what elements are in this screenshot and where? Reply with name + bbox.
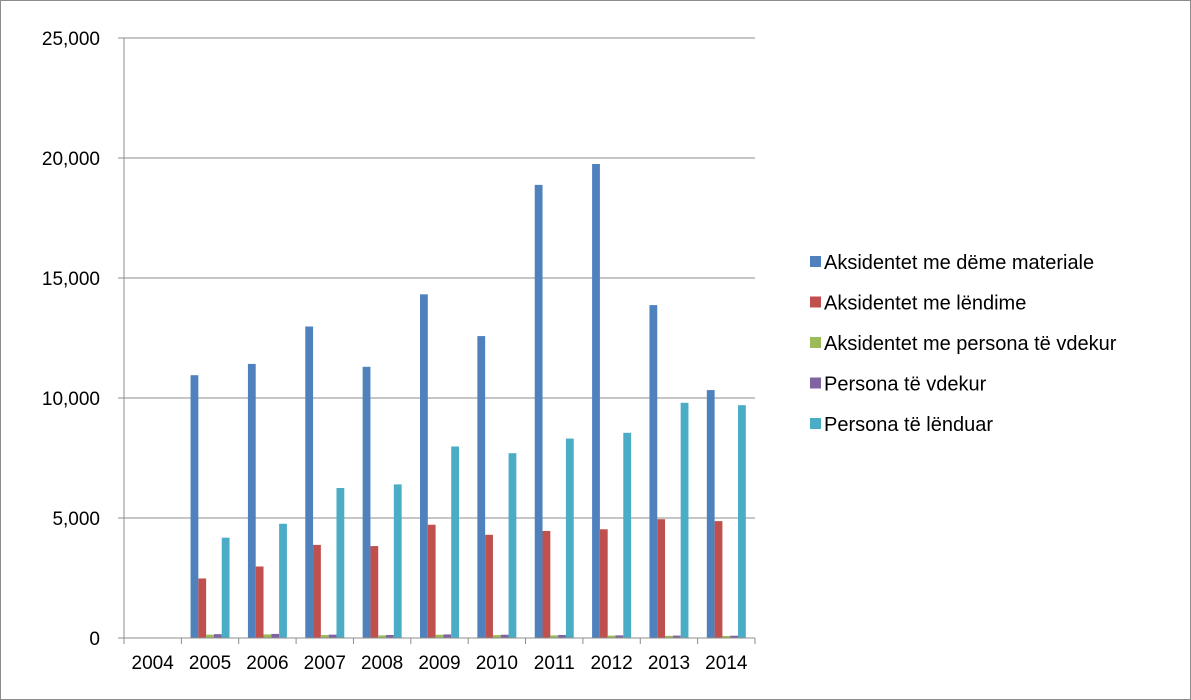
x-tick-label: 2007 — [304, 653, 346, 674]
bar — [592, 164, 600, 638]
bar — [320, 635, 329, 638]
legend-label: Aksidentet me lëndime — [824, 293, 1026, 315]
bar — [435, 634, 444, 638]
legend-swatch — [810, 337, 821, 348]
bar — [730, 635, 739, 638]
bar — [362, 366, 371, 638]
x-tick-label: 2012 — [590, 653, 632, 674]
legend-label: Aksidentet me dëme materiale — [824, 252, 1094, 274]
bar — [623, 432, 632, 638]
bar — [500, 634, 509, 638]
bar — [657, 519, 666, 638]
x-tick-label: 2013 — [648, 653, 690, 674]
legend-swatch — [810, 377, 821, 389]
legend-label: Aksidentet me persona të vdekur — [824, 333, 1117, 355]
bar — [393, 484, 402, 638]
y-tick-label: 0 — [89, 629, 100, 650]
bar — [542, 530, 551, 638]
y-tick-label: 5,000 — [52, 509, 100, 530]
bar — [247, 363, 256, 638]
bar — [738, 405, 746, 638]
bar — [198, 578, 207, 638]
bar — [263, 634, 272, 638]
bar — [492, 635, 501, 638]
legend-label: Persona të lënduar — [824, 414, 993, 436]
legend-swatch — [810, 256, 821, 267]
x-tick-label: 2011 — [534, 653, 575, 674]
x-tick-label: 2010 — [476, 653, 518, 674]
y-tick-label: 10,000 — [42, 389, 100, 410]
x-tick-label: 2009 — [418, 653, 460, 674]
bar — [451, 446, 459, 638]
bar — [550, 635, 559, 638]
bar — [427, 524, 436, 638]
x-axis: 2004 2005 2006 2007 2008 2009 2010 2011 2012 2013… — [123, 637, 756, 674]
bar — [485, 534, 493, 638]
bar — [508, 453, 517, 638]
bar — [279, 523, 287, 638]
bar — [534, 184, 543, 638]
x-tick-label: 2005 — [189, 653, 231, 674]
bar — [607, 635, 616, 638]
bar — [221, 537, 230, 638]
bar — [386, 635, 394, 638]
y-tick-label: 25,000 — [42, 29, 100, 50]
bar — [313, 544, 321, 638]
bar — [305, 326, 314, 638]
bar — [328, 634, 337, 638]
bar — [649, 305, 658, 638]
bar — [599, 529, 608, 638]
bar — [206, 634, 214, 638]
y-axis-ticks: 0 5,000 10,000 15,000 20,000 25,000 — [42, 29, 125, 650]
legend-swatch — [810, 418, 821, 429]
bar — [271, 633, 280, 638]
bars — [190, 164, 746, 638]
legend: Aksidentet me dëme materiale Aksidentet m… — [810, 252, 1117, 436]
bar — [672, 635, 681, 638]
bar — [420, 294, 428, 638]
legend-swatch — [810, 296, 821, 308]
bar — [255, 566, 264, 638]
x-tick-label: 2004 — [132, 653, 175, 674]
y-tick-label: 20,000 — [42, 149, 100, 170]
bar — [714, 521, 723, 638]
bar — [378, 635, 387, 638]
bar — [213, 634, 222, 638]
x-tick-label: 2008 — [361, 653, 403, 674]
bar — [665, 635, 673, 638]
bar — [443, 634, 452, 638]
bar — [706, 390, 715, 638]
bar — [558, 635, 566, 638]
bar — [722, 635, 731, 638]
bar — [336, 488, 345, 638]
bar — [680, 402, 689, 638]
x-tick-label: 2006 — [246, 653, 288, 674]
x-tick-label: 2014 — [705, 653, 748, 674]
legend-label: Persona të vdekur — [824, 374, 987, 396]
bar — [565, 438, 574, 638]
bar — [370, 546, 379, 638]
bar — [615, 635, 624, 638]
y-tick-label: 15,000 — [42, 269, 100, 290]
bar — [477, 336, 486, 638]
bar — [190, 375, 199, 638]
